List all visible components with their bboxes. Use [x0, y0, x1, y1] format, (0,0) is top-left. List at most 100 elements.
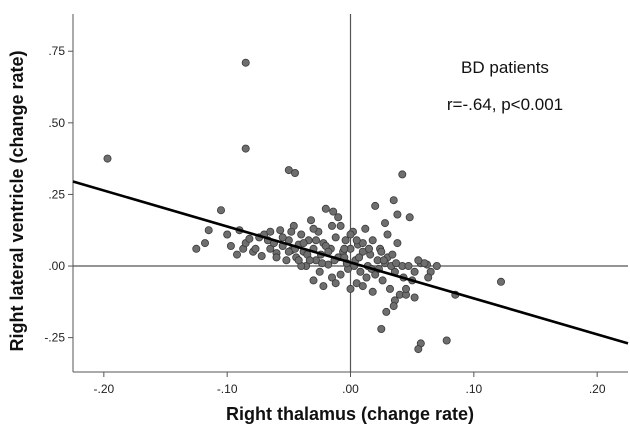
- data-point: [380, 219, 389, 228]
- data-point: [340, 244, 349, 253]
- x-tick-label: .10: [465, 382, 482, 396]
- data-point: [245, 234, 254, 243]
- data-point: [371, 201, 380, 210]
- data-point: [272, 253, 281, 262]
- data-point: [352, 236, 361, 245]
- data-point: [388, 250, 397, 259]
- x-tick-label: .20: [589, 382, 606, 396]
- data-point: [319, 282, 328, 291]
- data-point: [389, 302, 398, 311]
- x-tick-label: -.10: [217, 382, 238, 396]
- data-point: [309, 276, 318, 285]
- data-point: [257, 251, 266, 260]
- data-point: [331, 279, 340, 288]
- data-point: [414, 256, 423, 265]
- data-point: [336, 270, 345, 279]
- data-point: [377, 324, 386, 333]
- data-points: [103, 58, 505, 354]
- data-point: [297, 230, 306, 239]
- data-point: [410, 267, 419, 276]
- y-tick-label: .50: [48, 116, 65, 130]
- data-point: [389, 196, 398, 205]
- data-point: [379, 256, 388, 265]
- data-point: [232, 250, 241, 259]
- y-tick-label: .00: [48, 259, 65, 273]
- data-point: [327, 221, 336, 230]
- x-axis-title: Right thalamus (change rate): [226, 404, 474, 424]
- data-point: [356, 267, 365, 276]
- y-tick-label: -.25: [44, 331, 65, 345]
- data-point: [355, 253, 364, 262]
- data-point: [401, 284, 410, 293]
- data-point: [294, 256, 303, 265]
- data-point: [315, 267, 324, 276]
- data-point: [266, 244, 275, 253]
- data-point: [226, 241, 235, 250]
- stat-annotation: r=-.64, p<0.001: [447, 95, 563, 114]
- data-point: [405, 213, 414, 222]
- data-point: [251, 244, 260, 253]
- data-point: [383, 230, 392, 239]
- data-point: [410, 293, 419, 302]
- data-point: [204, 226, 213, 235]
- data-point: [276, 226, 285, 235]
- data-point: [278, 233, 287, 242]
- data-point: [223, 230, 232, 239]
- data-point: [329, 207, 338, 216]
- data-point: [385, 284, 394, 293]
- data-point: [346, 230, 355, 239]
- data-point: [424, 273, 433, 282]
- data-point: [496, 277, 505, 286]
- data-point: [392, 259, 401, 268]
- data-point: [103, 154, 112, 163]
- group-annotation: BD patients: [461, 58, 549, 77]
- data-point: [287, 227, 296, 236]
- data-point: [282, 256, 291, 265]
- data-point: [290, 168, 299, 177]
- data-point: [341, 236, 350, 245]
- data-point: [306, 216, 315, 225]
- data-point: [336, 221, 345, 230]
- data-point: [414, 345, 423, 354]
- data-point: [378, 276, 387, 285]
- data-point: [393, 239, 402, 248]
- data-point: [361, 224, 370, 233]
- data-point: [331, 233, 340, 242]
- data-point: [299, 239, 308, 248]
- data-point: [241, 144, 250, 153]
- x-tick-label: -.20: [93, 382, 114, 396]
- data-point: [382, 307, 391, 316]
- data-point: [442, 336, 451, 345]
- data-point: [377, 247, 386, 256]
- fit-line-group: [72, 180, 629, 345]
- y-tick-label: .25: [48, 187, 65, 201]
- data-point: [364, 244, 373, 253]
- data-point: [321, 204, 330, 213]
- data-point: [241, 58, 250, 67]
- data-point: [358, 282, 367, 291]
- data-point: [398, 170, 407, 179]
- y-tick-label: .75: [48, 44, 65, 58]
- data-point: [216, 206, 225, 215]
- data-point: [368, 287, 377, 296]
- data-point: [404, 261, 413, 270]
- data-point: [309, 224, 318, 233]
- y-axis-title: Right lateral ventricle (change rate): [7, 50, 27, 351]
- data-point: [311, 236, 320, 245]
- data-point: [346, 284, 355, 293]
- data-point: [362, 273, 371, 282]
- data-point: [305, 256, 314, 265]
- data-point: [200, 239, 209, 248]
- data-point: [327, 273, 336, 282]
- x-tick-label: .00: [342, 382, 359, 396]
- axis-ticks: -.20 -.10 .00 .10 .20 -.25 .00 .25 .50 .75: [44, 44, 606, 396]
- data-point: [393, 210, 402, 219]
- data-point: [432, 261, 441, 270]
- data-point: [266, 227, 275, 236]
- data-point: [318, 259, 327, 268]
- data-point: [368, 236, 377, 245]
- data-point: [192, 244, 201, 253]
- fit-line: [72, 180, 629, 345]
- data-point: [334, 213, 343, 222]
